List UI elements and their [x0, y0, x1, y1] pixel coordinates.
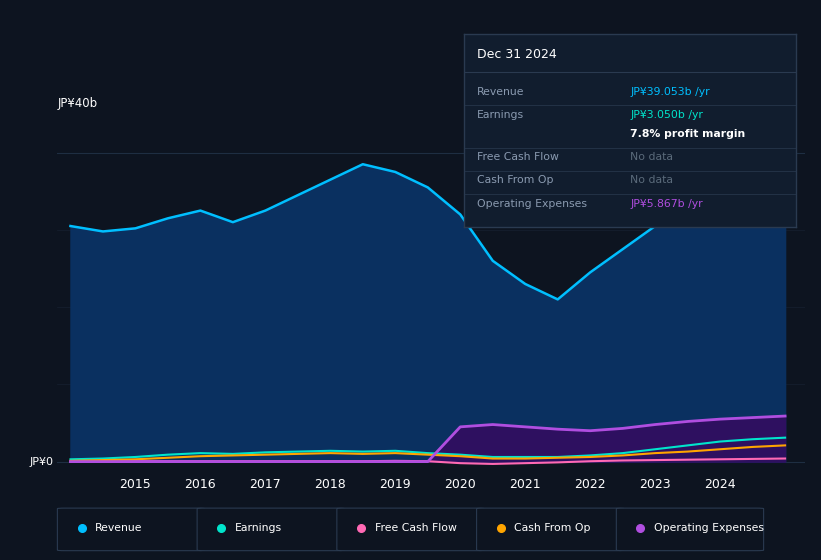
Text: JP¥40b: JP¥40b	[57, 97, 98, 110]
Text: Revenue: Revenue	[477, 87, 525, 96]
Text: Cash From Op: Cash From Op	[477, 175, 553, 185]
Text: Cash From Op: Cash From Op	[514, 523, 591, 533]
Text: JP¥39.053b /yr: JP¥39.053b /yr	[631, 87, 709, 96]
FancyBboxPatch shape	[57, 508, 204, 550]
Text: No data: No data	[631, 175, 673, 185]
Text: Free Cash Flow: Free Cash Flow	[374, 523, 456, 533]
Text: JP¥0: JP¥0	[30, 456, 53, 466]
Text: Operating Expenses: Operating Expenses	[477, 199, 587, 209]
Text: JP¥5.867b /yr: JP¥5.867b /yr	[631, 199, 703, 209]
FancyBboxPatch shape	[476, 508, 624, 550]
Text: Operating Expenses: Operating Expenses	[654, 523, 764, 533]
Text: Free Cash Flow: Free Cash Flow	[477, 152, 559, 162]
Text: Dec 31 2024: Dec 31 2024	[477, 48, 557, 62]
Text: JP¥3.050b /yr: JP¥3.050b /yr	[631, 110, 703, 120]
Text: Revenue: Revenue	[95, 523, 143, 533]
Text: No data: No data	[631, 152, 673, 162]
FancyBboxPatch shape	[337, 508, 484, 550]
FancyBboxPatch shape	[197, 508, 345, 550]
FancyBboxPatch shape	[617, 508, 764, 550]
Text: Earnings: Earnings	[235, 523, 282, 533]
Text: Earnings: Earnings	[477, 110, 525, 120]
Text: 7.8% profit margin: 7.8% profit margin	[631, 129, 745, 139]
